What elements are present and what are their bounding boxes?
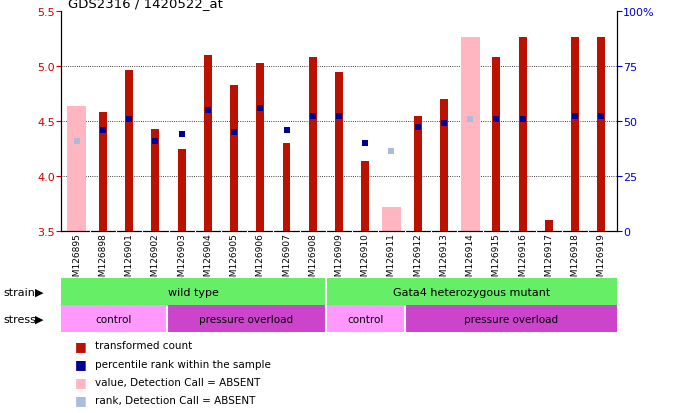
Bar [99, 113, 107, 231]
Text: transformed count: transformed count [95, 341, 192, 351]
Text: GSM126902: GSM126902 [151, 233, 160, 287]
Text: ■: ■ [75, 357, 86, 370]
Text: value, Detection Call = ABSENT: value, Detection Call = ABSENT [95, 377, 260, 387]
Text: control: control [347, 314, 384, 324]
Bar [61, 306, 167, 332]
Text: control: control [96, 314, 132, 324]
Text: GSM126895: GSM126895 [73, 233, 81, 287]
Bar [67, 107, 86, 231]
Text: GSM126906: GSM126906 [256, 233, 265, 287]
Text: ■: ■ [75, 393, 86, 406]
Bar [545, 221, 553, 231]
Text: GSM126915: GSM126915 [492, 233, 501, 287]
Bar [178, 149, 186, 231]
Bar [571, 38, 579, 231]
Text: GSM126916: GSM126916 [518, 233, 527, 287]
Text: ■: ■ [75, 375, 86, 388]
Text: GDS2316 / 1420522_at: GDS2316 / 1420522_at [68, 0, 222, 10]
Text: GSM126905: GSM126905 [230, 233, 239, 287]
Text: ■: ■ [75, 339, 86, 352]
Bar [414, 116, 422, 231]
Text: GSM126898: GSM126898 [98, 233, 108, 287]
Text: stress: stress [3, 314, 36, 324]
Bar [204, 56, 212, 231]
Text: GSM126908: GSM126908 [308, 233, 317, 287]
Bar [492, 58, 500, 231]
Text: GSM126910: GSM126910 [361, 233, 370, 287]
Bar [335, 73, 343, 231]
Text: GSM126917: GSM126917 [544, 233, 553, 287]
Text: ▶: ▶ [35, 287, 44, 297]
Bar [309, 58, 317, 231]
Bar [440, 100, 448, 231]
Bar [151, 130, 159, 231]
Text: percentile rank within the sample: percentile rank within the sample [95, 359, 271, 369]
Text: Gata4 heterozygous mutant: Gata4 heterozygous mutant [393, 287, 550, 297]
Text: GSM126912: GSM126912 [413, 233, 422, 287]
Bar [325, 306, 405, 332]
Bar [361, 161, 369, 231]
Text: GSM126904: GSM126904 [203, 233, 212, 287]
Text: GSM126918: GSM126918 [570, 233, 580, 287]
Text: GSM126909: GSM126909 [334, 233, 344, 287]
Text: GSM126901: GSM126901 [125, 233, 134, 287]
Text: GSM126919: GSM126919 [597, 233, 605, 287]
Bar [167, 306, 325, 332]
Bar [125, 70, 133, 231]
Text: GSM126913: GSM126913 [439, 233, 448, 287]
Text: ▶: ▶ [35, 314, 44, 324]
Text: strain: strain [3, 287, 35, 297]
Bar [460, 38, 479, 231]
Text: pressure overload: pressure overload [464, 314, 558, 324]
Text: GSM126911: GSM126911 [387, 233, 396, 287]
Bar [283, 144, 290, 231]
Bar [597, 38, 605, 231]
Text: pressure overload: pressure overload [199, 314, 294, 324]
Bar [61, 279, 325, 306]
Text: wild type: wild type [168, 287, 219, 297]
Bar [325, 279, 617, 306]
Text: GSM126903: GSM126903 [177, 233, 186, 287]
Bar [519, 38, 527, 231]
Bar [405, 306, 617, 332]
Bar [256, 64, 264, 231]
Text: GSM126907: GSM126907 [282, 233, 291, 287]
Bar [230, 86, 238, 231]
Text: rank, Detection Call = ABSENT: rank, Detection Call = ABSENT [95, 395, 256, 405]
Bar [382, 207, 401, 231]
Text: GSM126914: GSM126914 [466, 233, 475, 287]
